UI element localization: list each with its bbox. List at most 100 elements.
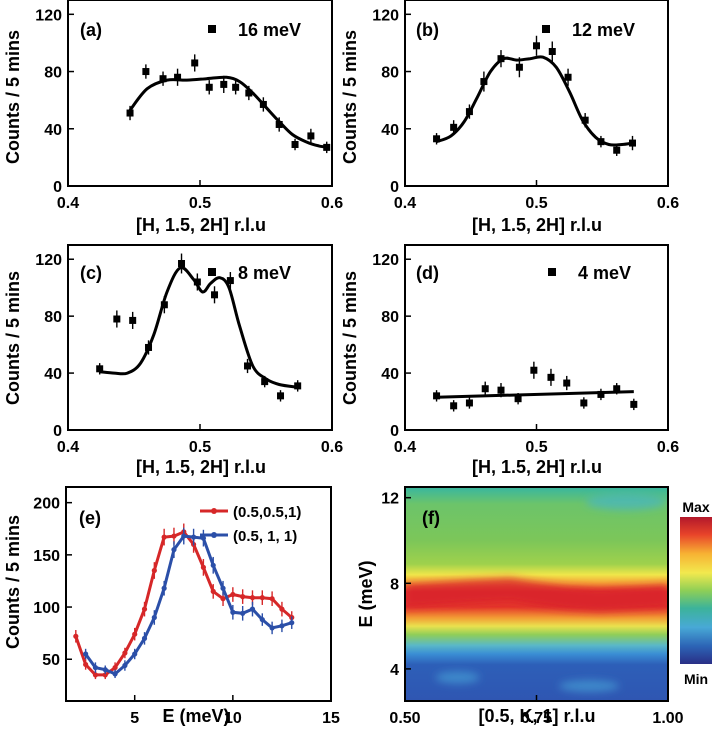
series-1-point-0 xyxy=(73,633,79,639)
y-axis-label-e: Counts / 5 mins xyxy=(3,515,23,649)
series-line-2 xyxy=(84,534,293,676)
fit-curve-a xyxy=(128,75,330,149)
series-1-point-15 xyxy=(220,596,226,602)
series-2-point-18 xyxy=(259,616,265,623)
x-tick-label-f-1: 0.75 xyxy=(521,710,552,727)
series-1-point-14 xyxy=(210,588,216,594)
panel-d: 0.4 0.5 0.6 0 40 80 120 xyxy=(372,244,679,456)
series-1-point-4 xyxy=(112,664,118,671)
plot-frame-e xyxy=(65,486,332,702)
data-point-b-2 xyxy=(465,108,473,116)
data-point-d-8 xyxy=(563,379,571,387)
data-point-c-11 xyxy=(277,392,285,400)
panel-f: 0.50 0.75 1.00 4 8 12 xyxy=(381,486,712,727)
panel-b: 0.4 0.5 0.6 0 40 80 120 xyxy=(372,0,679,212)
series-2-point-9 xyxy=(171,547,177,553)
data-point-c-12 xyxy=(294,382,302,390)
y-axis-label-b: Counts / 5 mins xyxy=(340,30,360,164)
x-axis-label-a: [H, 1.5, 2H] r.l.u xyxy=(136,215,266,235)
energy-annotation-d: 4 meV xyxy=(578,263,631,283)
colorbar xyxy=(680,517,712,664)
x-tick-label-c-1: 0.5 xyxy=(189,439,211,456)
data-point-c-4 xyxy=(160,301,168,309)
x-tick-label-b-0: 0.4 xyxy=(394,195,416,212)
y-tick-label-b-0: 0 xyxy=(390,179,399,196)
series-2-point-15 xyxy=(230,609,236,615)
series-2-point-12 xyxy=(200,535,207,541)
legend-marker-d xyxy=(548,268,556,276)
data-point-d-6 xyxy=(530,366,538,374)
series-1-point-8 xyxy=(151,567,157,574)
x-axis-label-b: [H, 1.5, 2H] r.l.u xyxy=(472,215,602,235)
data-point-c-6 xyxy=(193,278,201,286)
x-axis-label-e: E (meV) xyxy=(162,706,229,726)
panel-label-a: (a) xyxy=(80,20,102,40)
series-2-point-3 xyxy=(112,671,118,677)
data-point-b-8 xyxy=(564,73,572,81)
y-tick-label-e-0: 50 xyxy=(42,652,60,669)
x-tick-label-a-0: 0.4 xyxy=(57,195,79,212)
data-point-d-10 xyxy=(597,390,605,398)
x-tick-label-f-2: 1.00 xyxy=(652,710,683,727)
legend-marker-a xyxy=(208,25,216,33)
y-axis-label-c: Counts / 5 mins xyxy=(3,271,23,405)
x-tick-label-d-0: 0.4 xyxy=(394,439,416,456)
y-tick-label-e-3: 200 xyxy=(33,496,60,513)
colorbar-min-label: Min xyxy=(684,671,708,687)
series-2-point-11 xyxy=(190,534,197,540)
x-tick-label-e-2: 15 xyxy=(322,710,340,727)
y-tick-label-f-2: 12 xyxy=(381,491,399,508)
x-axis-label-f: [0.5, K, 1] r.l.u xyxy=(478,706,595,726)
data-point-d-11 xyxy=(613,385,621,393)
plot-frame-c xyxy=(67,244,333,431)
y-tick-label-a-3: 120 xyxy=(35,7,62,24)
panel-a: 0.4 0.5 0.6 0 40 80 120 xyxy=(35,0,343,212)
data-point-c-8 xyxy=(226,277,234,285)
data-point-d-2 xyxy=(465,399,473,407)
y-axis-label-f: E (meV) xyxy=(356,560,376,627)
series-2-point-4 xyxy=(122,662,128,669)
legend-marker-series-1 xyxy=(211,508,217,514)
panel-label-d: (d) xyxy=(416,263,439,283)
data-point-c-7 xyxy=(211,291,219,299)
y-axis-label-a: Counts / 5 mins xyxy=(3,30,23,164)
data-point-b-3 xyxy=(480,78,488,86)
x-tick-label-b-2: 0.6 xyxy=(657,195,679,212)
data-point-b-11 xyxy=(613,146,621,154)
y-tick-label-f-1: 8 xyxy=(390,576,399,593)
legend-label-series-2: (0.5, 1, 1) xyxy=(233,528,297,545)
y-tick-label-a-2: 80 xyxy=(44,65,62,82)
series-2-point-0 xyxy=(83,651,89,657)
data-point-a-1 xyxy=(142,68,150,76)
legend-label-series-1: (0.5,0.5,1) xyxy=(233,504,301,521)
x-tick-label-a-1: 0.5 xyxy=(189,195,211,212)
series-1-point-7 xyxy=(141,606,148,612)
series-2-point-6 xyxy=(141,635,148,641)
data-point-c-2 xyxy=(129,316,137,324)
data-point-b-9 xyxy=(581,116,589,124)
panel-label-c: (c) xyxy=(80,263,102,283)
data-point-c-0 xyxy=(96,365,104,373)
energy-annotation-c: 8 meV xyxy=(238,263,291,283)
y-tick-label-c-0: 0 xyxy=(53,423,62,440)
series-1-point-3 xyxy=(102,672,108,678)
y-axis-label-d: Counts / 5 mins xyxy=(340,271,360,405)
y-tick-label-c-3: 120 xyxy=(35,252,62,269)
heatmap-light-patch-1 xyxy=(435,671,480,684)
data-point-a-4 xyxy=(191,59,199,67)
data-point-b-6 xyxy=(533,42,540,50)
heatmap-light-patch-2 xyxy=(559,680,620,693)
series-2-point-2 xyxy=(102,667,108,673)
x-tick-label-a-2: 0.6 xyxy=(321,195,343,212)
data-point-a-8 xyxy=(245,89,253,97)
data-point-a-11 xyxy=(291,141,299,149)
y-tick-label-b-1: 40 xyxy=(381,122,399,139)
x-tick-label-d-2: 0.6 xyxy=(657,439,679,456)
series-2-point-19 xyxy=(269,625,275,631)
y-tick-label-d-0: 0 xyxy=(390,423,399,440)
data-point-b-0 xyxy=(433,135,441,143)
x-axis-label-c: [H, 1.5, 2H] r.l.u xyxy=(136,457,266,477)
legend-marker-c xyxy=(208,268,216,276)
series-2-point-13 xyxy=(210,562,216,568)
